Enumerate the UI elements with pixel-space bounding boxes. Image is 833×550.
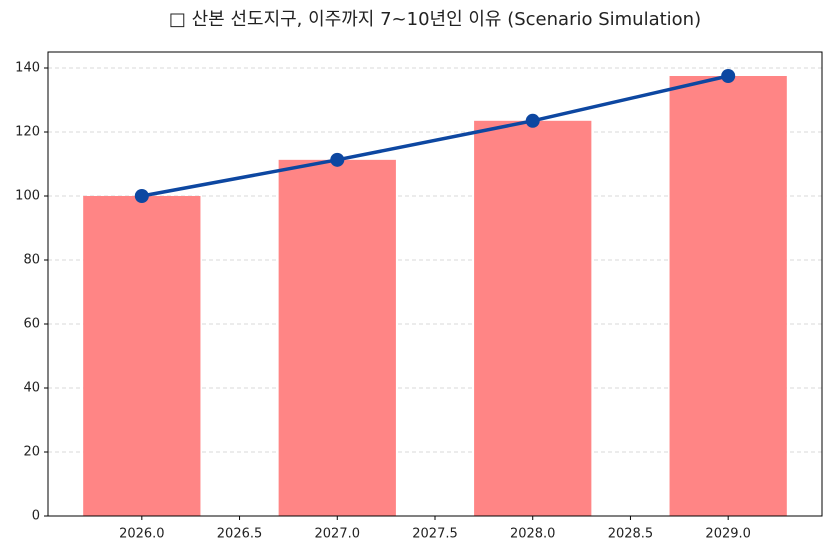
x-tick-label: 2027.0 <box>315 527 361 542</box>
plot-frame <box>47 51 823 517</box>
x-tick-label: 2029.0 <box>705 527 751 542</box>
x-tick-label: 2028.5 <box>608 527 654 542</box>
point <box>721 69 736 83</box>
bar <box>83 196 201 516</box>
y-tick-label: 20 <box>23 445 40 460</box>
y-tick-label: 80 <box>23 253 40 268</box>
point <box>330 152 345 167</box>
point <box>134 189 149 203</box>
x-tick-label: 2026.0 <box>119 527 165 542</box>
line <box>141 74 729 198</box>
x-tick-label: 2027.5 <box>412 527 458 542</box>
y-tick-label: 40 <box>23 381 40 396</box>
y-tick-label: 100 <box>15 189 40 204</box>
bar <box>278 159 396 516</box>
chart-title: □ 산본 선도지구, 이주까지 7~10년인 이유 (Scenario Simu… <box>169 9 701 30</box>
bar <box>474 120 592 517</box>
bar <box>669 76 787 516</box>
x-tick-label: 2026.5 <box>217 527 263 542</box>
y-tick-label: 0 <box>32 509 40 524</box>
y-tick-label: 120 <box>15 125 40 140</box>
y-tick-label: 60 <box>23 317 40 332</box>
point <box>525 113 540 128</box>
y-tick-label: 140 <box>15 61 40 76</box>
x-tick-label: 2028.0 <box>510 527 556 542</box>
